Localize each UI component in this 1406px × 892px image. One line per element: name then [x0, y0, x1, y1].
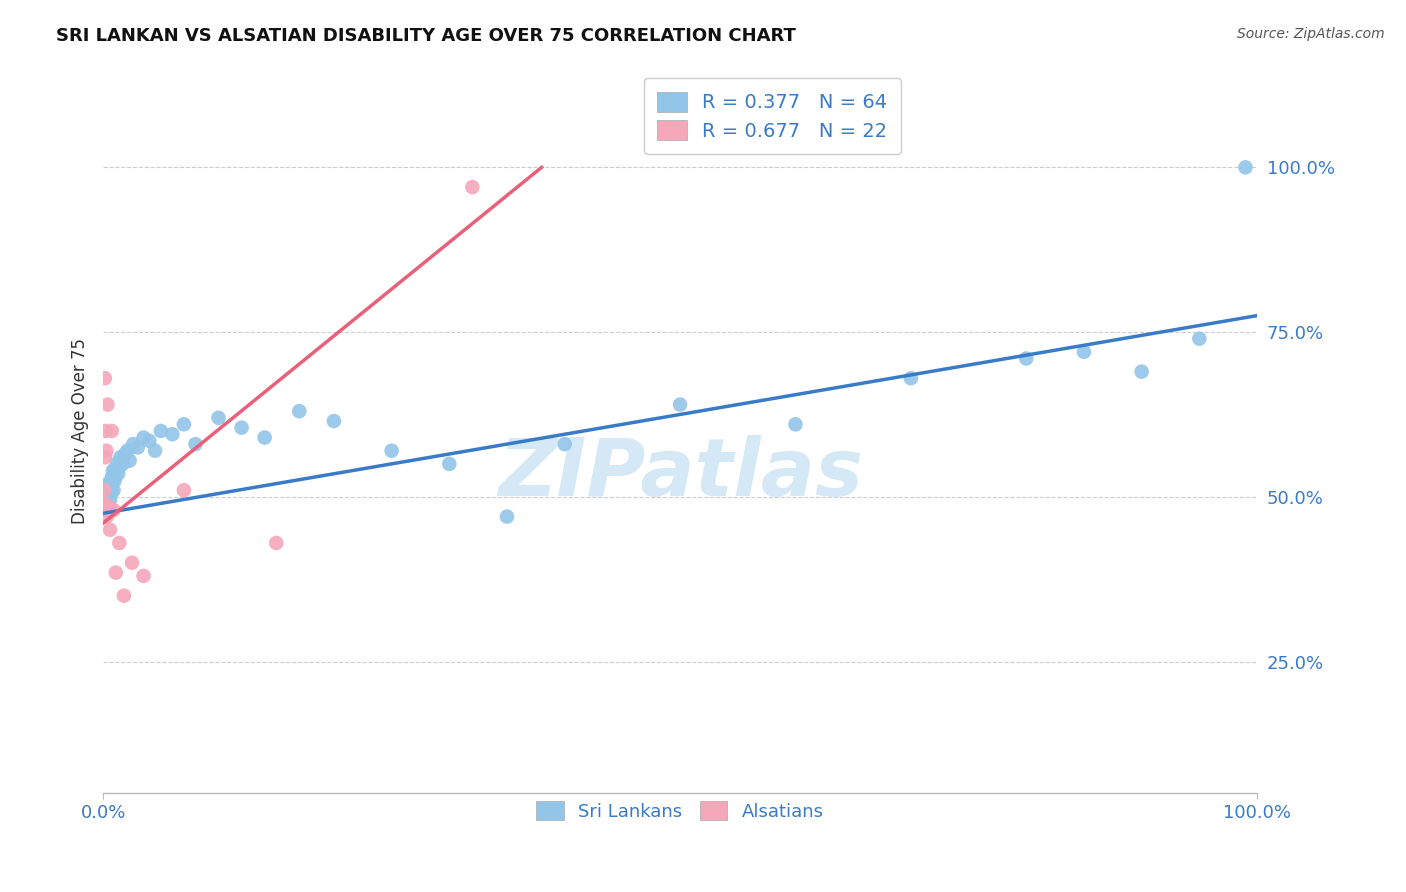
Point [97, 486, 120, 500]
Legend: Sri Lankans, Alsatians: Sri Lankans, Alsatians [522, 787, 838, 835]
Point [103, 483, 125, 498]
Point [439, 457, 461, 471]
Point [149, 424, 172, 438]
Point [127, 441, 149, 455]
Point [96, 493, 118, 508]
Point [101, 424, 124, 438]
Point [107, 467, 129, 481]
Point [132, 430, 155, 444]
Y-axis label: Disability Age Over 75: Disability Age Over 75 [72, 338, 89, 524]
Point [173, 417, 195, 432]
Point [162, 427, 184, 442]
Point [96, 490, 118, 504]
Point [94, 490, 117, 504]
Point [100, 480, 122, 494]
Point [97, 503, 120, 517]
Point [1188, 332, 1211, 346]
Point [94, 493, 117, 508]
Point [114, 447, 136, 461]
Point [93, 496, 115, 510]
Point [97, 500, 120, 514]
Text: ZIPatlas: ZIPatlas [498, 435, 863, 514]
Point [98, 476, 121, 491]
Point [94, 424, 117, 438]
Point [110, 450, 132, 465]
Point [103, 467, 125, 481]
Point [97, 496, 120, 510]
Point [207, 410, 229, 425]
Point [105, 457, 128, 471]
Point [461, 180, 484, 194]
Point [96, 398, 118, 412]
Point [94, 486, 117, 500]
Point [111, 457, 134, 471]
Point [98, 490, 121, 504]
Point [112, 589, 135, 603]
Text: Source: ZipAtlas.com: Source: ZipAtlas.com [1237, 27, 1385, 41]
Point [98, 493, 121, 508]
Point [97, 490, 120, 504]
Point [785, 417, 807, 432]
Point [132, 569, 155, 583]
Point [288, 404, 311, 418]
Point [1234, 161, 1257, 175]
Point [253, 430, 276, 444]
Point [93, 490, 115, 504]
Point [93, 483, 115, 498]
Point [94, 371, 117, 385]
Point [143, 443, 166, 458]
Point [98, 483, 121, 498]
Point [96, 496, 118, 510]
Point [104, 566, 127, 580]
Point [103, 503, 125, 517]
Point [322, 414, 344, 428]
Point [96, 480, 118, 494]
Point [94, 450, 117, 465]
Point [108, 536, 131, 550]
Point [554, 437, 576, 451]
Point [117, 443, 139, 458]
Point [184, 437, 207, 451]
Point [1073, 344, 1095, 359]
Point [118, 453, 141, 467]
Point [96, 509, 118, 524]
Point [101, 463, 124, 477]
Point [94, 503, 117, 517]
Point [900, 371, 922, 385]
Point [381, 443, 404, 458]
Point [94, 486, 117, 500]
Point [1015, 351, 1038, 366]
Point [101, 470, 124, 484]
Point [1130, 365, 1153, 379]
Point [108, 460, 131, 475]
Point [96, 443, 118, 458]
Point [97, 476, 120, 491]
Point [173, 483, 195, 498]
Point [121, 556, 143, 570]
Point [104, 474, 127, 488]
Point [231, 420, 253, 434]
Point [122, 437, 145, 451]
Point [138, 434, 160, 448]
Point [496, 509, 519, 524]
Point [98, 523, 121, 537]
Point [264, 536, 287, 550]
Text: SRI LANKAN VS ALSATIAN DISABILITY AGE OVER 75 CORRELATION CHART: SRI LANKAN VS ALSATIAN DISABILITY AGE OV… [56, 27, 796, 45]
Point [669, 398, 692, 412]
Point [100, 486, 122, 500]
Point [93, 493, 115, 508]
Point [96, 486, 118, 500]
Point [94, 483, 117, 498]
Point [101, 476, 124, 491]
Point [97, 483, 120, 498]
Point [104, 463, 127, 477]
